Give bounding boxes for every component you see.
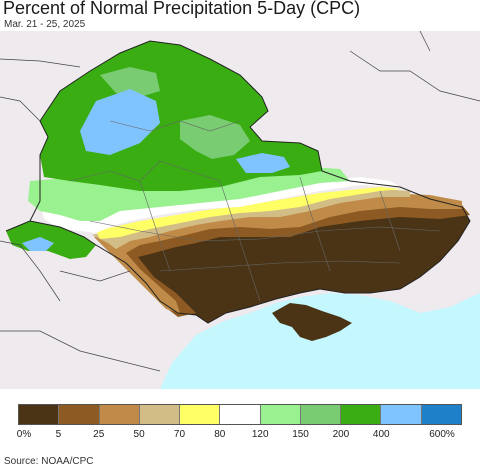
legend-tick-label: 400: [372, 429, 390, 440]
precipitation-map: [0, 31, 480, 389]
source-credit: Source: NOAA/CPC: [4, 456, 94, 467]
legend: 0% 5 25 50 70 80 120 150 200 400 600%: [0, 398, 480, 448]
legend-swatch: [260, 405, 301, 424]
region-near-normal: [40, 177, 400, 233]
legend-tick-label: 200: [332, 429, 350, 440]
legend-tick-label: 70: [173, 429, 186, 440]
legend-swatch: [300, 405, 342, 424]
region-very-wet-east: [236, 153, 290, 173]
oblast-borders: [69, 120, 441, 302]
region-west-wet: [22, 237, 54, 251]
legend-tick-label: 50: [133, 429, 145, 440]
country-border-ukraine: [5, 40, 471, 324]
legend-swatch: [99, 405, 140, 424]
legend-swatch: [220, 405, 261, 424]
neighbor-borders: [0, 31, 480, 372]
legend-tick-label: 25: [93, 429, 105, 440]
legend-tick-label: 150: [292, 429, 309, 440]
crimea: [272, 303, 352, 341]
legend-swatch: [381, 405, 422, 424]
legend-swatch: [341, 405, 382, 424]
legend-tick-label: 5: [55, 429, 62, 440]
legend-swatch: [139, 405, 181, 424]
legend-swatch: [421, 405, 461, 424]
legend-tick-label: 600%: [429, 429, 455, 440]
region-much-above-normal: [180, 115, 250, 159]
black-sea: [160, 293, 480, 389]
legend-tick-label: 120: [251, 429, 269, 440]
legend-tick-label: 0%: [16, 429, 32, 440]
region-much-above-normal-2: [100, 67, 160, 97]
legend-swatch: [180, 405, 221, 424]
legend-color-bar: [18, 404, 462, 425]
region-yellow: [96, 187, 402, 239]
legend-swatch: [59, 405, 100, 424]
date-range: Mar. 21 - 25, 2025: [4, 19, 86, 30]
map-title: Percent of Normal Precipitation 5-Day (C…: [3, 0, 361, 18]
legend-tick-label: 80: [214, 429, 226, 440]
region-tan: [92, 189, 410, 249]
legend-swatch: [19, 405, 60, 424]
region-very-wet-north: [80, 89, 160, 155]
